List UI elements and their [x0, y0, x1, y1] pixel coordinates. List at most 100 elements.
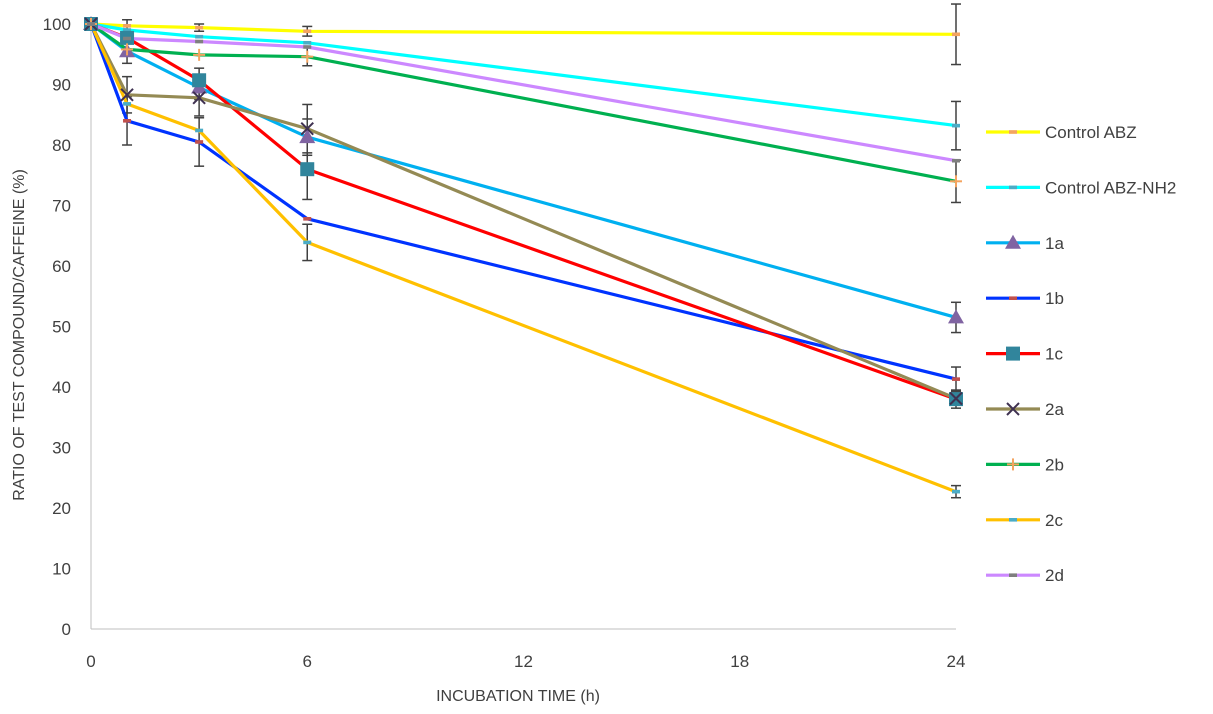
y-tick-label: 80	[52, 136, 71, 155]
data-point	[87, 22, 95, 26]
data-point	[123, 36, 132, 41]
x-tick-label: 24	[947, 652, 966, 671]
data-point	[303, 217, 312, 221]
data-point	[121, 43, 134, 56]
y-tick-label: 40	[52, 378, 71, 397]
data-point	[300, 162, 315, 177]
dash-marker	[195, 34, 204, 39]
y-tick-label: 100	[43, 15, 71, 34]
square-marker	[192, 73, 207, 88]
x-marker-stroke	[120, 88, 134, 102]
y-tick-label: 70	[52, 197, 71, 216]
legend-item: Control ABZ	[986, 123, 1137, 142]
dash-marker	[87, 22, 95, 26]
data-point	[195, 140, 204, 144]
series-line	[90, 22, 957, 128]
square-marker	[300, 162, 315, 177]
legend-label: 1c	[1045, 345, 1063, 364]
data-point	[952, 158, 960, 163]
x-axis-title: INCUBATION TIME (h)	[436, 688, 600, 705]
data-point	[303, 29, 312, 34]
x-marker-stroke	[949, 391, 963, 406]
dash-marker	[303, 40, 312, 45]
legend-item: 1b	[986, 289, 1064, 308]
legend-item: 1c	[986, 345, 1063, 364]
y-tick-label: 10	[52, 560, 71, 579]
data-point	[195, 34, 204, 39]
data-point	[952, 123, 960, 128]
dash-marker	[123, 102, 132, 106]
x-tick-label: 0	[86, 652, 95, 671]
dash-marker	[952, 489, 960, 494]
legend: Control ABZ Control ABZ-NH2 1a 1b 1c 2a 2b 2c 2d	[986, 123, 1176, 585]
x-tick-label: 12	[514, 652, 533, 671]
data-point	[123, 119, 132, 123]
dash-marker	[195, 39, 204, 44]
y-tick-label: 50	[52, 318, 71, 337]
data-point	[952, 32, 960, 37]
data-point	[949, 391, 963, 406]
square-marker	[1006, 346, 1020, 361]
y-tick-label: 0	[62, 620, 71, 639]
dash-marker	[1009, 573, 1017, 577]
legend-item: 1a	[986, 234, 1064, 253]
dash-marker	[303, 240, 312, 245]
data-point	[950, 175, 962, 188]
dash-marker	[303, 45, 312, 49]
data-point	[948, 309, 964, 324]
data-point	[123, 24, 132, 28]
dash-marker	[195, 25, 204, 30]
data-point	[303, 240, 312, 245]
dash-marker	[1009, 518, 1017, 522]
data-point	[123, 102, 132, 106]
axes: 0 10 20 30 40 50 60 70 80 90 100 0 6 12 18 24	[43, 15, 966, 671]
y-tick-label: 90	[52, 76, 71, 95]
x-marker-stroke	[1006, 402, 1020, 416]
data-point	[300, 121, 314, 136]
dash-marker	[195, 128, 204, 133]
legend-label: 1b	[1045, 289, 1064, 308]
dash-marker	[303, 217, 312, 221]
x-marker-stroke	[192, 91, 206, 105]
legend-label: 2b	[1045, 455, 1064, 474]
data-point	[195, 25, 204, 30]
legend-label: 2d	[1045, 566, 1064, 585]
data-point	[195, 39, 204, 44]
legend-item: 2b	[986, 455, 1064, 474]
series-line	[90, 22, 957, 163]
x-tick-label: 18	[730, 652, 749, 671]
series-lines	[89, 22, 957, 494]
data-point	[952, 489, 960, 494]
dash-marker	[952, 32, 960, 37]
legend-label: Control ABZ	[1045, 123, 1137, 142]
dash-marker	[1009, 130, 1017, 134]
dash-marker	[123, 28, 132, 32]
dash-marker	[952, 158, 960, 163]
y-tick-label: 20	[52, 499, 71, 518]
data-point	[195, 128, 204, 133]
dash-marker	[952, 377, 960, 381]
legend-item: 2d	[986, 566, 1064, 585]
legend-label: 1a	[1045, 234, 1064, 253]
y-axis-title: RATIO OF TEST COMPOUND/CAFFEINE (%)	[11, 169, 28, 501]
dash-marker	[123, 24, 132, 28]
x-tick-label: 6	[303, 652, 312, 671]
dash-marker	[952, 123, 960, 128]
data-point	[952, 377, 960, 381]
triangle-marker	[299, 129, 316, 144]
legend-item: Control ABZ-NH2	[986, 178, 1176, 197]
data-point	[192, 73, 207, 88]
triangle-marker	[1005, 234, 1021, 249]
series-line	[89, 23, 957, 400]
data-point	[299, 129, 316, 144]
data-point	[301, 50, 314, 63]
dash-marker	[1009, 185, 1017, 190]
legend-item: 2c	[986, 511, 1063, 530]
x-marker-stroke	[300, 121, 314, 136]
data-point	[192, 91, 206, 105]
data-point	[123, 28, 132, 32]
data-point	[120, 88, 134, 102]
dash-marker	[123, 119, 132, 123]
